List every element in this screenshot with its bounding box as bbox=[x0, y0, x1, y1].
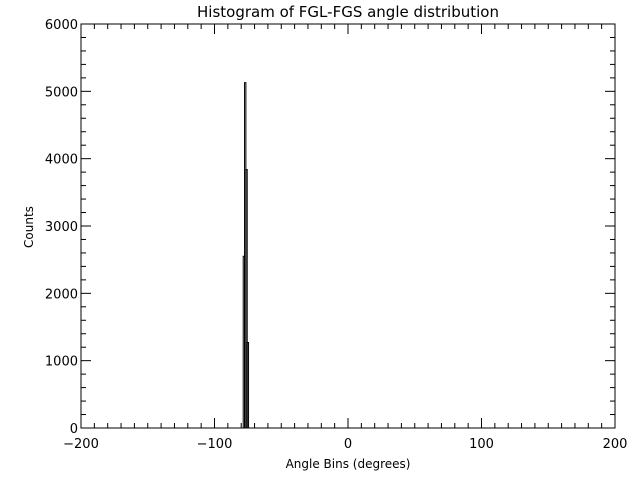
y-tick-label: 1000 bbox=[45, 355, 78, 370]
plot-frame bbox=[80, 23, 616, 429]
y-axis-label: Counts bbox=[22, 206, 36, 248]
x-axis-label: Angle Bins (degrees) bbox=[286, 457, 411, 471]
x-tick-label: 100 bbox=[469, 437, 494, 452]
x-tick-label: −100 bbox=[197, 437, 233, 452]
histogram-bar bbox=[246, 341, 250, 428]
y-tick-label: 0 bbox=[70, 422, 78, 437]
y-tick-label: 3000 bbox=[45, 220, 78, 235]
chart-title: Histogram of FGL-FGS angle distribution bbox=[197, 3, 499, 21]
y-tick-label: 2000 bbox=[45, 287, 78, 302]
x-tick-label: 0 bbox=[344, 437, 352, 452]
y-tick-label: 6000 bbox=[45, 18, 78, 33]
x-tick-label: 200 bbox=[603, 437, 628, 452]
y-tick-label: 5000 bbox=[45, 85, 78, 100]
histogram-bar bbox=[245, 168, 248, 428]
y-tick-label: 4000 bbox=[45, 153, 78, 168]
x-tick-label: −200 bbox=[63, 437, 99, 452]
